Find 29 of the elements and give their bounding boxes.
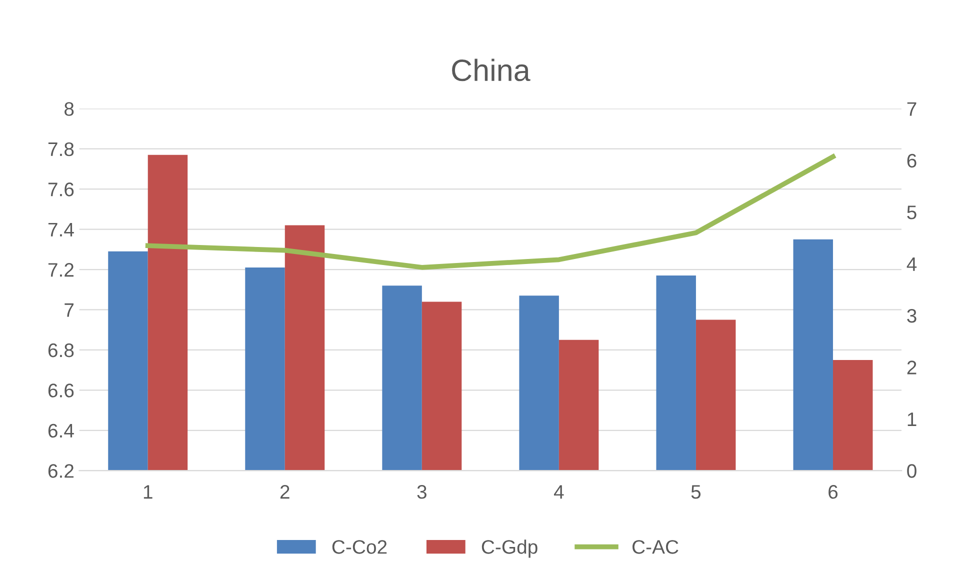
y-tick-label: 6.8 bbox=[48, 343, 74, 358]
y-tick-label: 7.8 bbox=[48, 142, 74, 156]
x-tick-label: 3 bbox=[417, 485, 426, 499]
y2-tick-label: 2 bbox=[907, 360, 916, 374]
chart-title: China bbox=[452, 58, 530, 82]
y2-tick-label: 3 bbox=[907, 308, 916, 323]
legend-label: C-AC bbox=[632, 540, 678, 554]
y2-tick-label: 6 bbox=[907, 154, 916, 168]
line-series bbox=[145, 154, 836, 270]
y-tick-label: 7.2 bbox=[48, 262, 74, 277]
x-tick-label: 4 bbox=[554, 485, 564, 499]
y-tick-label: 7.4 bbox=[48, 222, 74, 236]
y2-tick-label: 4 bbox=[906, 257, 917, 271]
y-tick-label: 8 bbox=[64, 102, 74, 116]
legend-label: C-Gdp bbox=[482, 540, 538, 558]
y2-tick-label: 0 bbox=[907, 464, 916, 478]
y2-tick-label: 7 bbox=[907, 102, 916, 116]
y2-tick-label: 5 bbox=[907, 206, 916, 220]
legend-label: C-Co2 bbox=[332, 540, 387, 554]
y-tick-label: 6.6 bbox=[48, 384, 74, 398]
y-tick-label: 6.4 bbox=[48, 424, 74, 438]
y2-tick-label: 1 bbox=[908, 412, 916, 426]
x-tick-label: 1 bbox=[144, 485, 152, 499]
y-tick-label: 7.6 bbox=[48, 182, 74, 196]
y-tick-label: 7 bbox=[64, 303, 74, 317]
x-tick-label: 6 bbox=[828, 485, 838, 499]
x-tick-label: 5 bbox=[691, 485, 701, 499]
y-tick-label: 6.2 bbox=[48, 464, 74, 478]
x-tick-label: 2 bbox=[280, 485, 290, 499]
